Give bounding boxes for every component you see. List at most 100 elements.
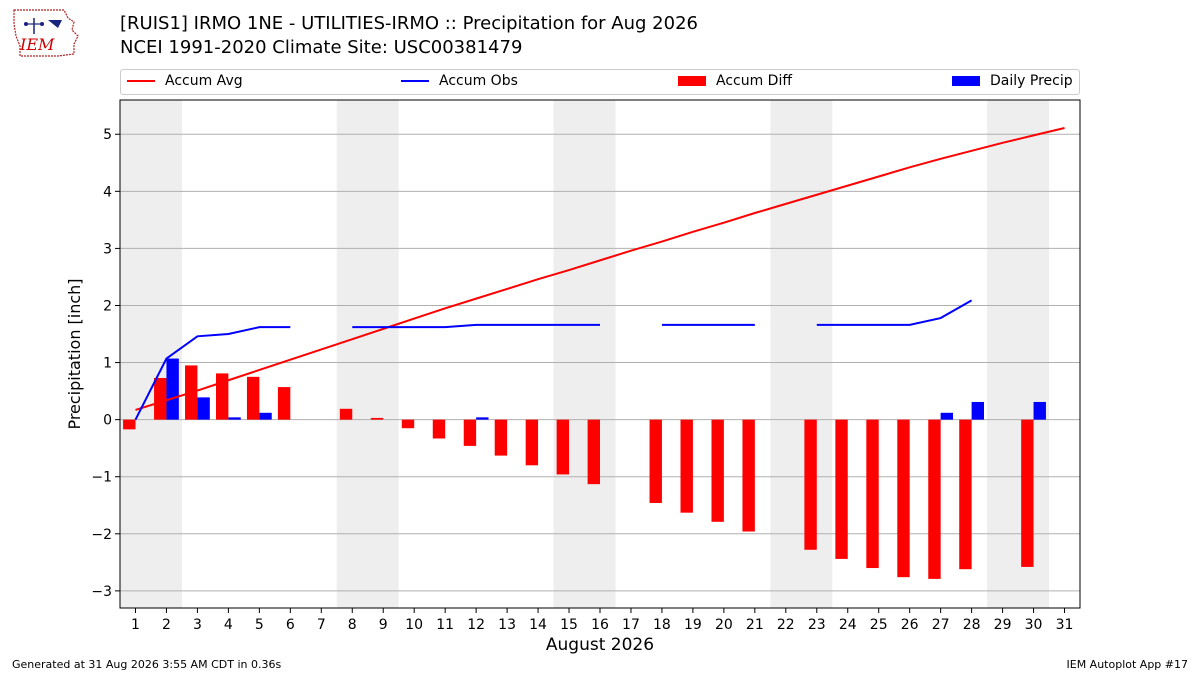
x-tick-label: 17 [622,617,640,633]
y-tick-label: −1 [91,470,112,486]
accum-diff-bar [804,419,817,550]
daily-precip-bar [940,412,954,420]
x-tick-label: 9 [379,617,388,633]
weekend-shade [987,100,1050,608]
daily-precip-bar [259,412,272,420]
legend: Accum Avg Accum Obs Accum Diff Daily Pre… [120,69,1080,95]
y-tick-label: −3 [91,584,112,600]
accum-diff-bar [587,419,600,485]
legend-label-accum-diff: Accum Diff [716,73,793,89]
x-tick-label: 6 [286,617,295,633]
logo-text: IEM [19,35,55,54]
x-tick-label: 24 [839,617,857,633]
accum-diff-bar [154,377,167,420]
x-tick-label: 30 [1025,617,1043,633]
accum-obs-line [816,299,973,326]
daily-precip-bar [1033,401,1046,420]
legend-swatch-accum-avg [127,80,155,82]
y-tick-label: 5 [103,127,112,143]
x-tick-label: 28 [963,617,981,633]
legend-swatch-accum-diff [678,76,706,86]
y-tick-label: 2 [103,298,112,314]
iem-logo: IEM [13,9,79,57]
accum-diff-bar [866,419,879,569]
daily-precip-bar [228,417,241,420]
accum-diff-bar [277,387,291,420]
x-tick-label: 15 [560,617,578,633]
weekend-shade [553,100,616,608]
generated-timestamp: Generated at 31 Aug 2026 3:55 AM CDT in … [12,658,282,671]
x-tick-label: 31 [1056,617,1074,633]
accum-diff-bar [432,419,446,439]
daily-precip-bar [166,358,179,420]
chart-title: [RUIS1] IRMO 1NE - UTILITIES-IRMO :: Pre… [120,13,698,34]
x-tick-label: 21 [746,617,764,633]
y-tick-label: −2 [91,527,112,543]
y-tick-label: 0 [103,413,112,429]
x-tick-label: 7 [317,617,326,633]
y-axis-label: Precipitation [inch] [65,278,84,429]
legend-label-daily-precip: Daily Precip [990,73,1073,89]
legend-swatch-accum-obs [401,80,429,82]
x-tick-label: 18 [653,617,671,633]
x-tick-label: 25 [870,617,888,633]
accum-diff-bar [711,419,724,522]
weekend-shade [336,100,399,608]
x-tick-label: 19 [684,617,702,633]
x-tick-label: 1 [131,617,140,633]
x-tick-label: 2 [162,617,171,633]
x-tick-label: 26 [901,617,919,633]
x-tick-label: 10 [405,617,423,633]
legend-label-accum-obs: Accum Obs [439,73,518,89]
legend-item-accum-diff: Accum Diff [678,73,792,89]
accum-diff-bar [339,408,353,420]
y-tick-label: 4 [103,184,112,200]
accum-obs-line [352,323,600,329]
x-tick-label: 16 [591,617,609,633]
accum-obs-line [134,326,291,421]
x-tick-label: 23 [808,617,826,633]
accum-diff-bar [246,376,260,420]
legend-swatch-daily-precip [952,76,980,86]
x-tick-label: 11 [436,617,454,633]
accum-diff-bar [525,419,539,466]
accum-diff-bar [370,417,384,420]
accum-diff-bar [959,419,972,570]
accum-diff-bar [463,419,477,446]
x-tick-label: 20 [715,617,733,633]
x-tick-label: 5 [255,617,264,633]
x-tick-label: 8 [348,617,357,633]
accum-diff-bar [835,419,848,559]
x-tick-label: 4 [224,617,233,633]
weekend-shade [770,100,833,608]
accum-diff-bar [897,419,910,578]
chart-subtitle: NCEI 1991-2020 Climate Site: USC00381479 [120,37,523,58]
legend-label-accum-avg: Accum Avg [165,73,243,89]
daily-precip-bar [971,401,984,420]
y-tick-label: 1 [103,356,112,372]
y-tick-label: 3 [103,241,112,257]
x-tick-label: 3 [193,617,202,633]
x-tick-label: 27 [932,617,950,633]
accum-diff-bar [1021,419,1034,567]
app-credit: IEM Autoplot App #17 [1066,658,1189,671]
legend-item-daily-precip: Daily Precip [952,73,1073,89]
x-tick-label: 14 [529,617,547,633]
x-tick-label: 22 [777,617,795,633]
accum-diff-bar [649,419,662,503]
accum-diff-bar [928,419,941,579]
accum-diff-bar [494,419,508,456]
accum-avg-line [135,126,1065,411]
legend-item-accum-avg: Accum Avg [127,73,243,89]
x-tick-label: 29 [994,617,1012,633]
accum-diff-bar [216,373,229,420]
daily-precip-bar [476,417,489,420]
accum-diff-bar [556,419,570,475]
legend-item-accum-obs: Accum Obs [401,73,518,89]
accum-diff-bar [123,419,136,430]
x-axis-label: August 2026 [546,635,654,655]
accum-diff-bar [742,419,755,532]
accum-diff-bar [401,419,415,429]
x-tick-label: 13 [498,617,516,633]
